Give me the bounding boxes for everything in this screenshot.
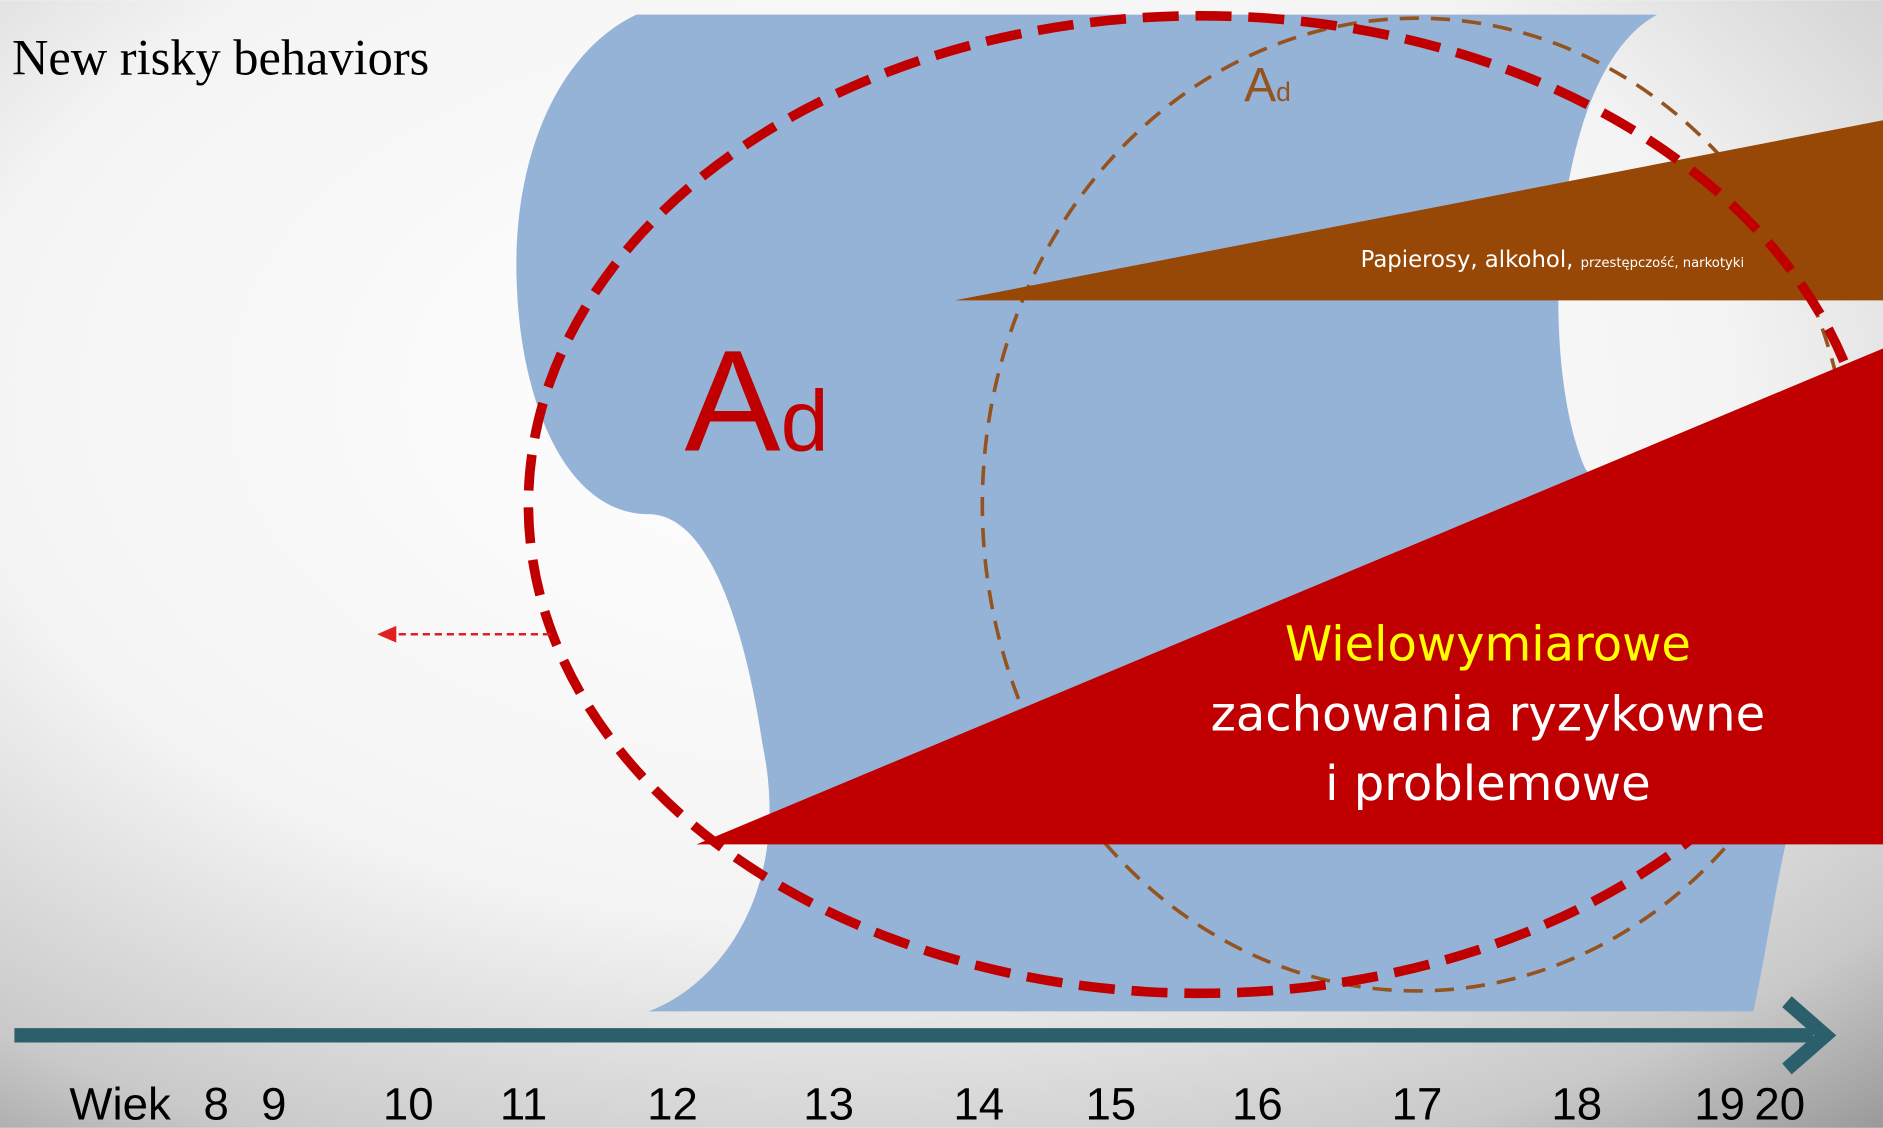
age-label: 11 [500,1078,547,1128]
letter: A [685,321,781,482]
age-label: 8 [203,1078,228,1128]
age-labels: Wiek 8 9 10 11 12 13 14 15 16 17 18 19 20 [69,1078,1805,1128]
main-label: Ad [685,321,829,482]
title: New risky behaviors [12,30,429,86]
age-label: 15 [1085,1078,1136,1128]
age-label: 10 [383,1078,434,1128]
age-label: 12 [647,1078,698,1128]
risk-wedge [696,348,1883,845]
red-dashed-ellipse [523,10,1879,999]
substances-text: Papierosy, alkohol, [1361,247,1574,273]
subscript: d [781,374,829,470]
risk-label: Wielowymiarowe zachowania ryzykowne i prob… [1211,617,1765,812]
age-label: 16 [1232,1078,1283,1128]
substances-small: przestępczość, narkotyki [1581,255,1744,271]
age-label: 14 [953,1078,1004,1128]
axis-label: Wiek [69,1078,171,1128]
risk-line: i problemowe [1325,756,1650,812]
age-label: 13 [803,1078,854,1128]
age-label: 17 [1392,1078,1443,1128]
substances-wedge [954,120,1883,301]
small-label: Ad [1244,59,1291,112]
risk-line: Wielowymiarowe [1285,617,1691,673]
substances-label: Papierosy, alkohol, przestępczość, narkot… [1361,247,1745,273]
dashed-arrow-head [377,625,397,643]
age-axis-head [1782,996,1837,1075]
letter: A [1244,59,1276,112]
age-label: 19 [1694,1078,1745,1128]
age-label: 20 [1754,1078,1805,1128]
age-label: 9 [261,1078,286,1128]
age-label: 18 [1551,1078,1602,1128]
risk-line: zachowania ryzykowne [1211,686,1765,742]
subscript: d [1276,77,1291,107]
